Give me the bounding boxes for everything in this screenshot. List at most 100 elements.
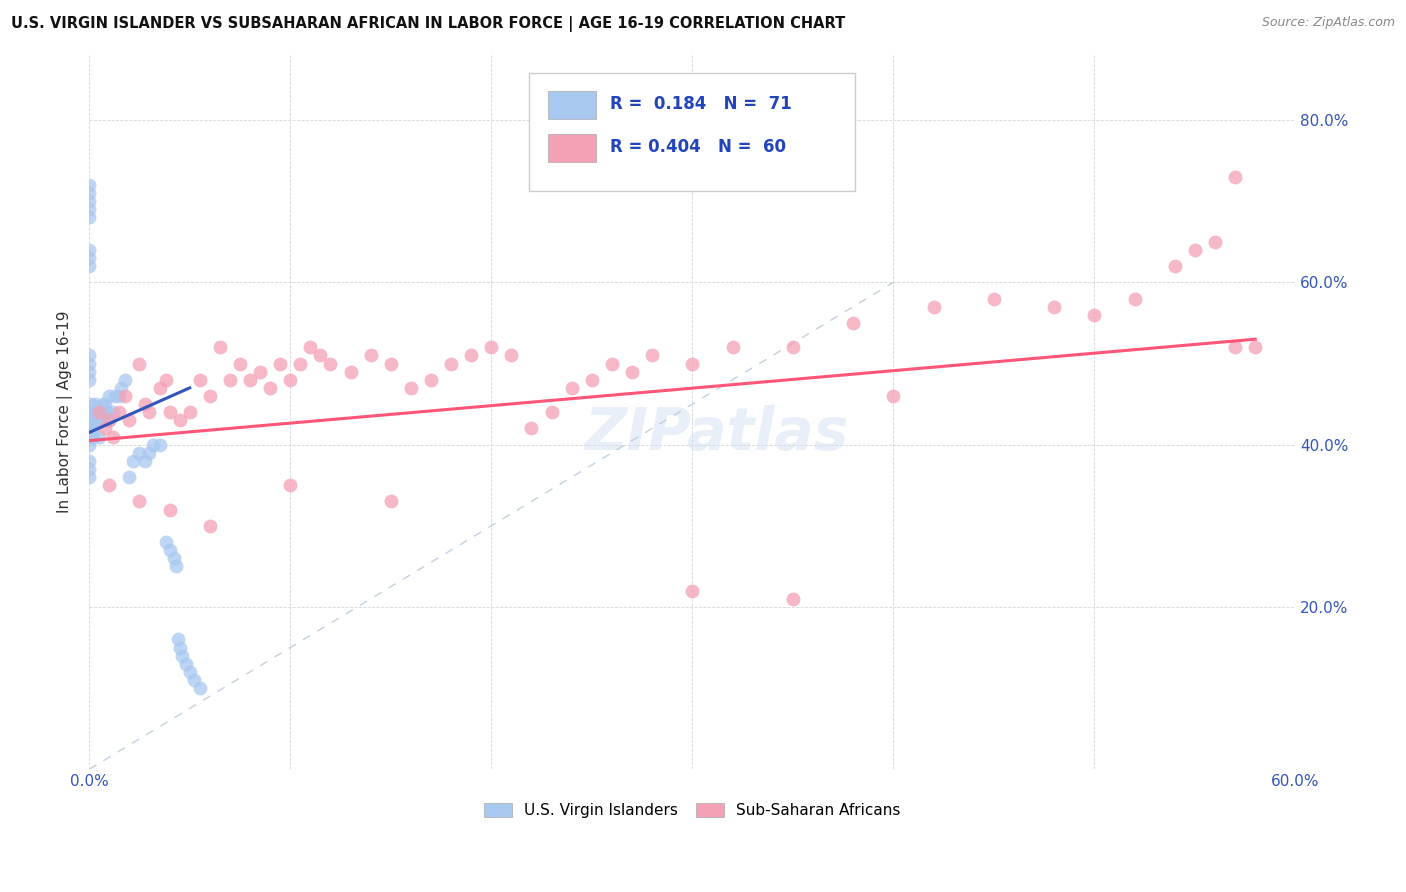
Point xyxy=(128,494,150,508)
Point xyxy=(89,405,111,419)
Point xyxy=(77,357,100,371)
Point xyxy=(179,405,201,419)
Point xyxy=(118,470,141,484)
Point xyxy=(399,381,422,395)
Point xyxy=(169,640,191,655)
Point xyxy=(155,535,177,549)
Point xyxy=(159,405,181,419)
Point xyxy=(540,405,562,419)
Point xyxy=(198,519,221,533)
Point xyxy=(84,405,107,419)
Point xyxy=(620,365,643,379)
Point xyxy=(80,429,103,443)
Point xyxy=(77,373,100,387)
Point xyxy=(77,251,100,265)
Point xyxy=(460,348,482,362)
Point xyxy=(166,632,188,647)
Point xyxy=(319,357,342,371)
Point xyxy=(134,454,156,468)
Point xyxy=(98,413,121,427)
Point xyxy=(681,357,703,371)
Point xyxy=(103,429,125,443)
Point xyxy=(1123,292,1146,306)
Point xyxy=(77,365,100,379)
Point xyxy=(134,397,156,411)
Point xyxy=(138,405,160,419)
Point xyxy=(142,438,165,452)
Point xyxy=(77,405,100,419)
Point xyxy=(77,178,100,192)
Point xyxy=(299,340,322,354)
Point xyxy=(77,259,100,273)
Point xyxy=(1244,340,1267,354)
Point xyxy=(721,340,744,354)
Point xyxy=(108,389,131,403)
Point xyxy=(219,373,242,387)
Text: R = 0.404   N =  60: R = 0.404 N = 60 xyxy=(610,137,786,155)
Point xyxy=(259,381,281,395)
Point xyxy=(114,373,136,387)
Point xyxy=(90,413,112,427)
Point xyxy=(77,421,100,435)
Text: Source: ZipAtlas.com: Source: ZipAtlas.com xyxy=(1261,16,1395,29)
Point xyxy=(94,421,117,435)
Point xyxy=(77,202,100,217)
Point xyxy=(380,357,402,371)
FancyBboxPatch shape xyxy=(547,91,596,120)
Point xyxy=(77,413,100,427)
Point xyxy=(82,413,104,427)
Point xyxy=(94,405,117,419)
Point xyxy=(1184,243,1206,257)
Point xyxy=(159,502,181,516)
Point xyxy=(983,292,1005,306)
Point xyxy=(165,559,187,574)
Point xyxy=(148,438,170,452)
Point xyxy=(179,665,201,679)
Point xyxy=(842,316,865,330)
Point xyxy=(84,397,107,411)
Point xyxy=(1223,340,1246,354)
Point xyxy=(561,381,583,395)
Point xyxy=(501,348,523,362)
FancyBboxPatch shape xyxy=(530,73,855,191)
Point xyxy=(169,413,191,427)
Point xyxy=(1204,235,1226,249)
Point xyxy=(77,429,100,443)
Point xyxy=(1043,300,1066,314)
Point xyxy=(80,405,103,419)
Point xyxy=(103,405,125,419)
Point xyxy=(91,405,114,419)
Point xyxy=(681,583,703,598)
Text: ZIPatlas: ZIPatlas xyxy=(583,405,849,462)
Point xyxy=(922,300,945,314)
Point xyxy=(86,405,108,419)
Point xyxy=(110,381,132,395)
Point xyxy=(128,357,150,371)
Point xyxy=(249,365,271,379)
Point xyxy=(290,357,312,371)
Y-axis label: In Labor Force | Age 16-19: In Labor Force | Age 16-19 xyxy=(58,311,73,514)
Point xyxy=(229,357,252,371)
Point xyxy=(86,413,108,427)
Point xyxy=(479,340,502,354)
Text: R =  0.184   N =  71: R = 0.184 N = 71 xyxy=(610,95,792,112)
Point xyxy=(278,478,301,492)
FancyBboxPatch shape xyxy=(547,134,596,162)
Point xyxy=(174,657,197,671)
Point xyxy=(183,673,205,687)
Point xyxy=(91,397,114,411)
Point xyxy=(198,389,221,403)
Point xyxy=(77,194,100,209)
Point xyxy=(278,373,301,387)
Point xyxy=(77,454,100,468)
Point xyxy=(128,446,150,460)
Point xyxy=(440,357,463,371)
Point xyxy=(89,429,111,443)
Point xyxy=(114,389,136,403)
Point xyxy=(108,405,131,419)
Point xyxy=(77,348,100,362)
Point xyxy=(104,389,127,403)
Point xyxy=(159,543,181,558)
Point xyxy=(782,340,804,354)
Point xyxy=(641,348,664,362)
